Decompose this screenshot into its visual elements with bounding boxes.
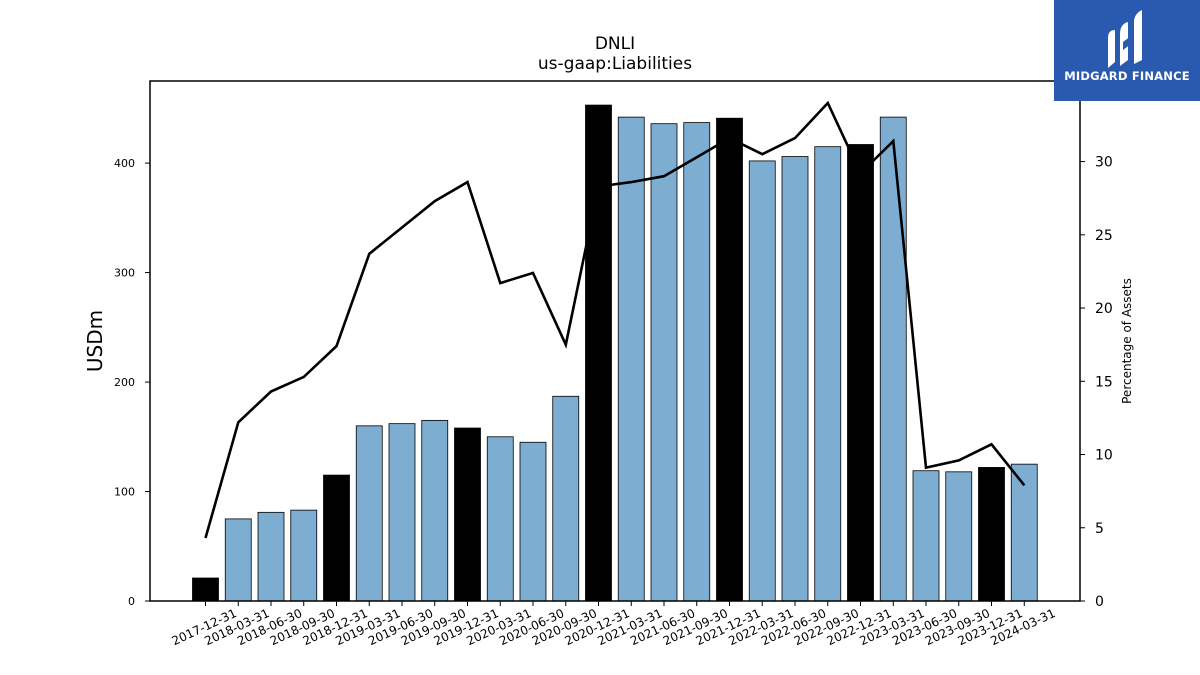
chart-subtitle: us-gaap:Liabilities (538, 54, 692, 74)
bar-2020-03-31 (486, 436, 514, 602)
logo-mark-icon (1108, 10, 1142, 68)
bar-2019-06-30 (388, 423, 416, 602)
bar-2018-12-31 (323, 474, 350, 602)
y-axis-left: 0 100 200 300 400 (114, 157, 150, 608)
bar-series (192, 104, 1038, 602)
bar-2021-09-30 (683, 122, 711, 602)
bar-2018-06-30 (257, 511, 285, 602)
bar-2022-03-31 (748, 160, 776, 602)
bar-2023-12-31 (978, 467, 1005, 602)
logo: MIDGARD FINANCE (1054, 0, 1200, 101)
bar-2020-06-30 (519, 441, 547, 602)
bar-2023-06-30 (912, 470, 940, 602)
bar-2019-12-31 (454, 427, 481, 602)
y-tick-label: 300 (114, 267, 135, 280)
y-axis-right: 0 5 10 15 20 25 30 (1080, 155, 1113, 610)
bar-2019-09-30 (421, 419, 449, 602)
x-axis: 2017-12-312018-03-312018-06-302018-09-30… (170, 601, 1058, 648)
bar-2022-09-30 (814, 146, 842, 602)
y2-axis-label: Percentage of Assets (1120, 278, 1134, 404)
y-tick-label: 200 (114, 376, 135, 389)
y2-tick-label: 10 (1095, 448, 1113, 464)
y2-tick-label: 15 (1095, 374, 1113, 390)
bar-2021-06-30 (650, 123, 678, 602)
y2-tick-label: 20 (1095, 301, 1113, 317)
bar-2018-03-31 (224, 518, 252, 602)
y-tick-label: 400 (114, 157, 135, 170)
percent-line-series (204, 100, 1026, 539)
bar-2020-09-30 (552, 395, 580, 602)
y2-tick-label: 30 (1095, 155, 1113, 171)
bar-2024-03-31 (1010, 463, 1038, 602)
logo-text: MIDGARD FINANCE (1064, 69, 1190, 83)
bar-2023-03-31 (879, 116, 907, 602)
bar-2022-06-30 (781, 156, 809, 602)
y-tick-label: 100 (114, 486, 135, 499)
bar-2023-09-30 (945, 471, 973, 602)
bar-2017-12-31 (192, 577, 219, 602)
y-tick-label: 0 (128, 595, 135, 608)
y-axis-label: USDm (83, 310, 107, 372)
bar-2019-03-31 (355, 425, 383, 602)
y2-tick-label: 25 (1095, 228, 1113, 244)
y2-tick-label: 0 (1095, 594, 1104, 610)
bar-2021-03-31 (617, 116, 645, 602)
percent-line (204, 100, 1026, 539)
bar-2018-09-30 (290, 509, 318, 602)
chart-title: DNLI (595, 34, 635, 54)
bar-2020-12-31 (585, 104, 612, 602)
plot-frame (149, 80, 1081, 602)
bar-2022-12-31 (847, 144, 874, 602)
y2-tick-label: 5 (1095, 521, 1104, 537)
bar-2021-12-31 (716, 117, 743, 602)
